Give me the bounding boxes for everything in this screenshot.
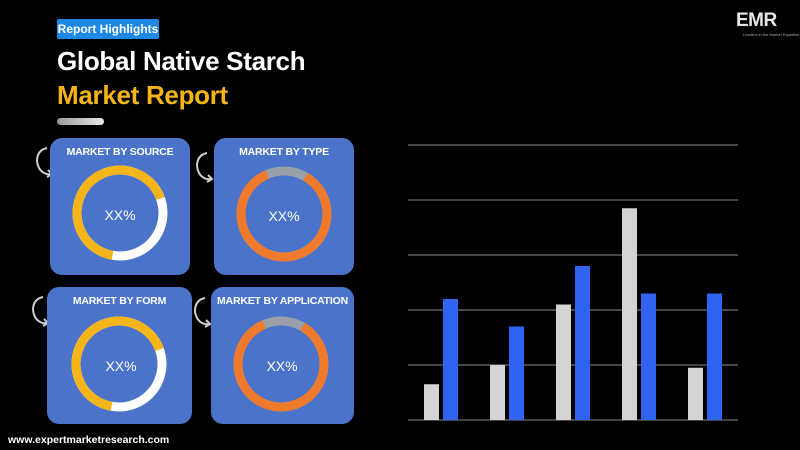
market-by-application-card: MARKET BY APPLICATION XX%	[211, 287, 354, 424]
bar-series-2-item-4	[641, 293, 656, 420]
bar-series-2-item-5	[707, 293, 722, 420]
logo-tagline: Leaders in the Market Expertise	[743, 32, 800, 37]
emr-logo: EMR Leaders in the Market Expertise	[736, 10, 799, 40]
bar-series-1-item-5	[688, 367, 703, 420]
footer-url[interactable]: www.expertmarketresearch.com	[8, 434, 170, 446]
report-highlights-badge: Report Highlights	[57, 19, 159, 39]
market-by-type-card: MARKET BY TYPE XX%	[214, 138, 354, 275]
donut-chart	[71, 316, 167, 412]
donut-chart	[233, 316, 329, 412]
page-title: Global Native Starch	[57, 46, 306, 76]
donut-chart	[72, 165, 168, 261]
bar-series-2-item-3	[575, 266, 590, 420]
page-subtitle: Market Report	[57, 80, 228, 110]
card-value: XX%	[266, 358, 298, 374]
card-title: MARKET BY APPLICATION	[217, 295, 348, 307]
bar-series-1-item-3	[556, 304, 571, 420]
card-value: XX%	[268, 208, 300, 224]
bar-series-2-item-2	[509, 326, 524, 420]
curl-arrow-icon	[196, 152, 214, 183]
bar-series-1-item-1	[424, 384, 439, 420]
bar-series-1-item-4	[622, 208, 637, 420]
market-by-source-card: MARKET BY SOURCE XX%	[50, 138, 190, 275]
card-value: XX%	[104, 207, 136, 223]
card-value: XX%	[105, 358, 137, 374]
curl-arrow-icon	[194, 297, 212, 328]
bar-series-2-item-1	[443, 299, 458, 420]
logo-text: EMR	[736, 10, 777, 31]
market-by-form-card: MARKET BY FORM XX%	[47, 287, 192, 424]
bar-series-1-item-2	[490, 365, 505, 420]
donut-chart	[236, 166, 332, 262]
card-title: MARKET BY FORM	[72, 295, 167, 307]
card-title: MARKET BY TYPE	[239, 146, 329, 158]
title-divider	[57, 118, 104, 125]
card-title: MARKET BY SOURCE	[66, 146, 174, 158]
